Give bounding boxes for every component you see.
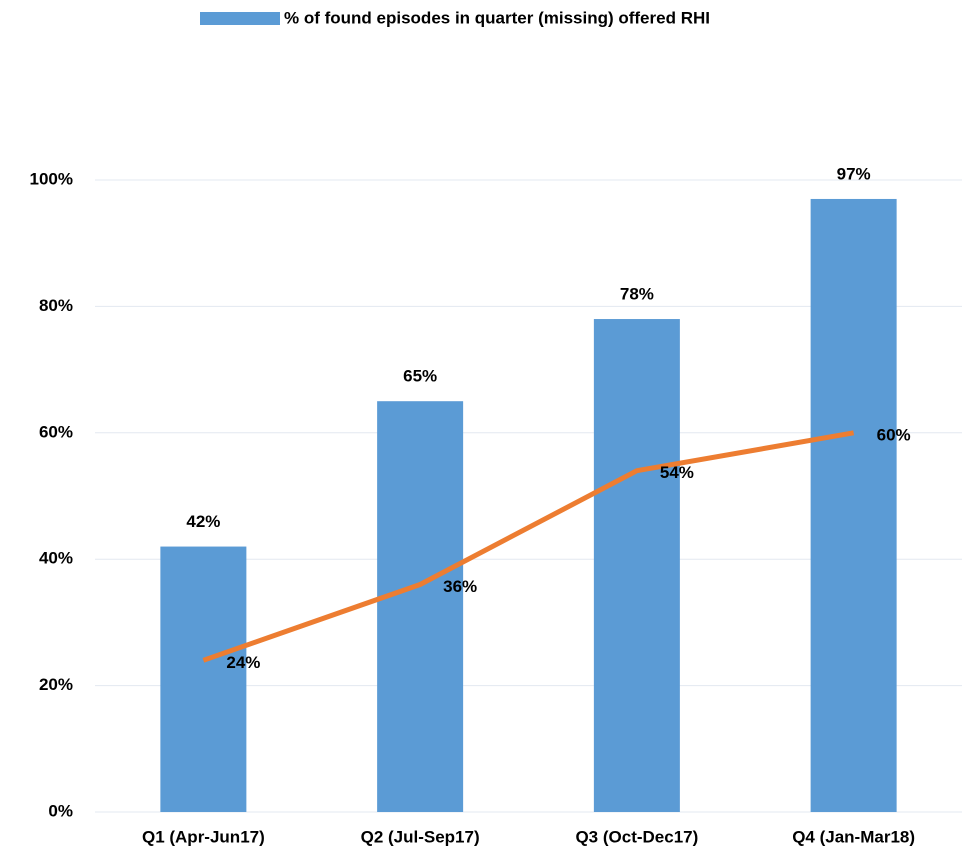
- line: [202, 430, 855, 663]
- bar: [810, 198, 897, 812]
- bar: [160, 546, 247, 812]
- bar-value-label: 97%: [837, 164, 871, 183]
- y-tick-label: 0%: [48, 801, 73, 820]
- y-tick-label: 20%: [39, 675, 73, 694]
- x-tick-label: Q2 (Jul-Sep17): [361, 827, 480, 846]
- legend-swatch: [200, 12, 280, 25]
- bar: [593, 319, 680, 812]
- line-value-label: 36%: [443, 577, 477, 596]
- line-value-label: 60%: [877, 425, 911, 444]
- x-tick-label: Q4 (Jan-Mar18): [792, 827, 915, 846]
- y-tick-label: 100%: [30, 169, 73, 188]
- bar-value-label: 42%: [186, 512, 220, 531]
- bar: [377, 401, 464, 812]
- bar-value-label: 78%: [620, 285, 654, 304]
- y-tick-label: 80%: [39, 296, 73, 315]
- line-value-label: 54%: [660, 463, 694, 482]
- bar-value-label: 65%: [403, 367, 437, 386]
- legend-label: % of found episodes in quarter (missing)…: [284, 8, 710, 27]
- y-tick-label: 40%: [39, 549, 73, 568]
- x-tick-label: Q3 (Oct-Dec17): [575, 827, 698, 846]
- y-tick-label: 60%: [39, 422, 73, 441]
- x-tick-label: Q1 (Apr-Jun17): [142, 827, 265, 846]
- line-value-label: 24%: [226, 653, 260, 672]
